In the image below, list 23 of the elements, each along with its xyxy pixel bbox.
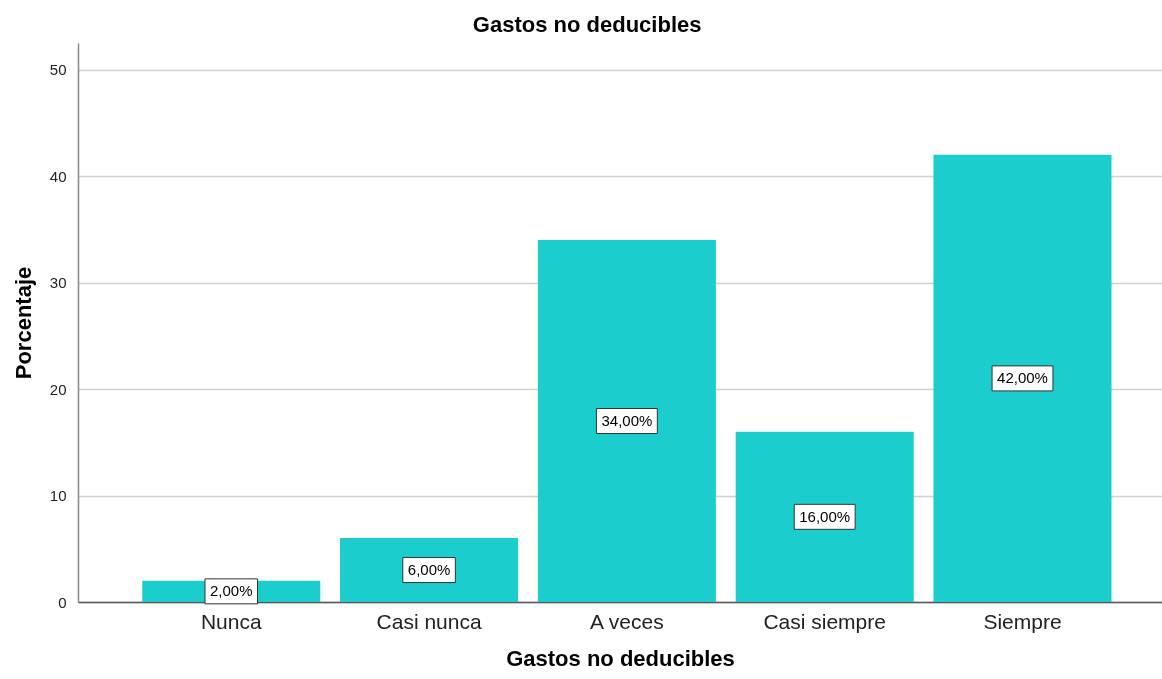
x-tick-label: Casi nunca — [376, 609, 482, 633]
x-axis-title: Gastos no deducibles — [506, 645, 735, 671]
x-tick-label: A veces — [590, 609, 664, 633]
x-tick-label: Nunca — [200, 609, 262, 633]
data-label: 34,00% — [601, 411, 653, 429]
y-tick-label: 20 — [49, 380, 67, 398]
bar — [933, 154, 1112, 602]
bar — [735, 431, 914, 602]
y-tick-label: 0 — [58, 593, 67, 611]
y-tick-label: 50 — [49, 61, 67, 79]
y-tick-label: 10 — [49, 487, 67, 505]
data-label: 16,00% — [799, 507, 851, 525]
bar — [537, 239, 716, 602]
chart-title: Gastos no deducibles — [472, 12, 702, 37]
y-tick-label: 40 — [49, 167, 67, 185]
y-tick-label: 30 — [49, 274, 67, 292]
data-label: 6,00% — [407, 561, 451, 579]
x-tick-label: Siempre — [983, 609, 1062, 633]
data-label: 2,00% — [209, 582, 253, 600]
x-tick-label: Casi siempre — [763, 609, 886, 633]
y-axis-title: Porcentaje — [10, 266, 36, 380]
data-label: 42,00% — [997, 369, 1048, 387]
bar — [340, 538, 519, 602]
